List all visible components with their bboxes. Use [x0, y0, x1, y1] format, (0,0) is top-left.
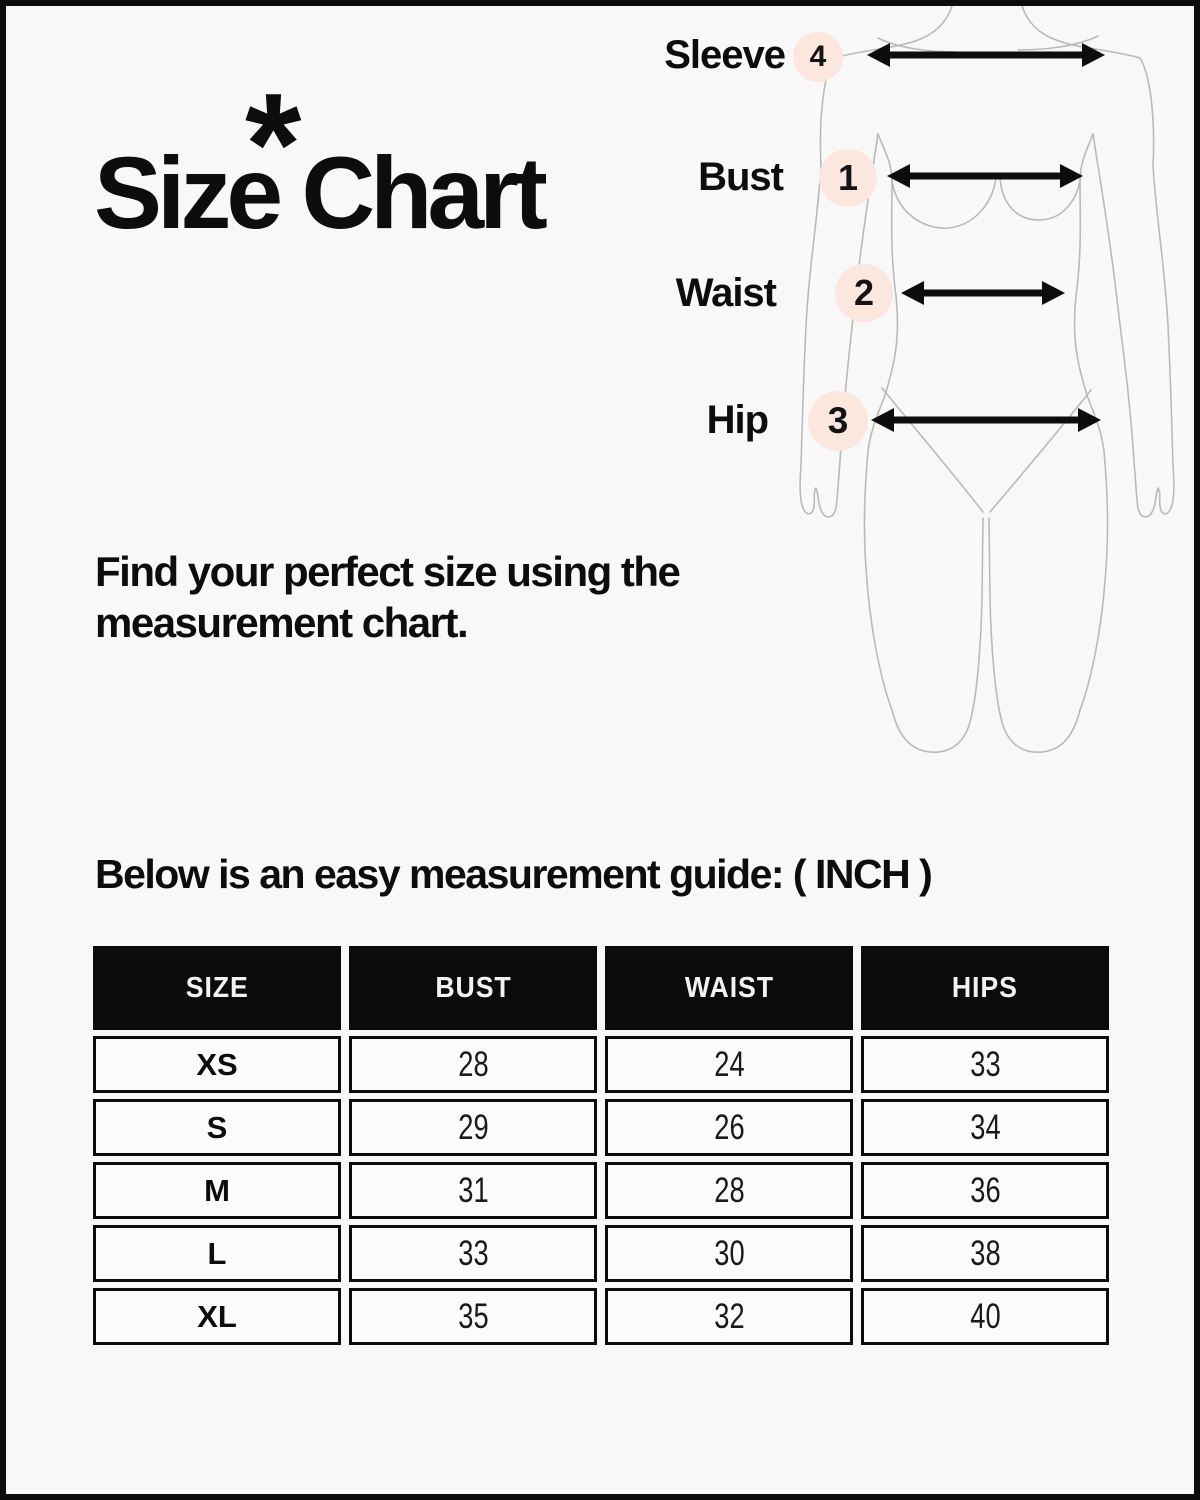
- table-header-bust: BUST: [349, 946, 597, 1030]
- measurement-label-hip: Hip: [706, 398, 769, 442]
- female-body-outline-illustration: [799, 6, 1175, 753]
- measurement-label-bust: Bust: [698, 155, 784, 199]
- table-cell-bust-m: 31: [349, 1162, 597, 1219]
- measurement-badge-3: 3: [808, 391, 868, 451]
- intro-line-2: measurement chart.: [95, 599, 469, 647]
- table-cell-size-xl: XL: [93, 1288, 341, 1345]
- table-cell-waist-l: 30: [605, 1225, 853, 1282]
- table-cell-bust-xl: 35: [349, 1288, 597, 1345]
- table-cell-hips-s: 34: [861, 1099, 1109, 1156]
- figure-arm-right: [1134, 57, 1175, 518]
- table-cell-waist-m: 28: [605, 1162, 853, 1219]
- figure-bust-right: [999, 173, 1082, 221]
- figure-torso-leg-right: [988, 133, 1109, 753]
- table-cell-size-m: M: [93, 1162, 341, 1219]
- table-cell-size-s: S: [93, 1099, 341, 1156]
- measurement-badge-4: 4: [793, 32, 843, 82]
- table-cell-hips-l: 38: [861, 1225, 1109, 1282]
- intro-line-1: Find your perfect size using the: [95, 548, 681, 595]
- measurement-label-waist: Waist: [675, 271, 777, 315]
- table-cell-size-l: L: [93, 1225, 341, 1282]
- figure-arm-left: [799, 57, 840, 518]
- page-title: Size Chart: [94, 136, 548, 250]
- bust-arrow: [887, 164, 1083, 188]
- figure-neck-right: [1021, 6, 1141, 59]
- intro-text: Find your perfect size using the measure…: [95, 546, 795, 648]
- size-table: SIZE BUST WAIST HIPS XS 28 24 33 S 29 26…: [93, 946, 1109, 1345]
- figure-bust-left: [891, 177, 997, 229]
- measurement-badge-1: 1: [819, 149, 877, 207]
- measurement-label-sleeve: Sleeve: [664, 33, 786, 77]
- sleeve-arrow: [867, 43, 1105, 67]
- table-cell-bust-l: 33: [349, 1225, 597, 1282]
- table-cell-size-xs: XS: [93, 1036, 341, 1093]
- figure-torso-leg-left: [863, 133, 984, 753]
- hip-arrow: [871, 408, 1101, 432]
- measurement-badge-2: 2: [835, 264, 893, 322]
- waist-arrow: [901, 281, 1065, 305]
- table-header-waist: WAIST: [605, 946, 853, 1030]
- table-cell-hips-m: 36: [861, 1162, 1109, 1219]
- table-cell-hips-xl: 40: [861, 1288, 1109, 1345]
- table-header-hips: HIPS: [861, 946, 1109, 1030]
- table-cell-bust-xs: 28: [349, 1036, 597, 1093]
- table-cell-bust-s: 29: [349, 1099, 597, 1156]
- table-cell-waist-xl: 32: [605, 1288, 853, 1345]
- table-cell-waist-xs: 24: [605, 1036, 853, 1093]
- figure-neck-left: [833, 6, 953, 59]
- figure-bikini-right: [989, 389, 1092, 513]
- guide-heading: Below is an easy measurement guide: ( IN…: [95, 851, 933, 897]
- figure-bikini-left: [881, 387, 984, 513]
- table-header-size: SIZE: [93, 946, 341, 1030]
- title-asterisk: *: [245, 63, 302, 225]
- table-cell-waist-s: 26: [605, 1099, 853, 1156]
- figure-inner-arm-right: [1092, 133, 1136, 475]
- figure-collarbone-right: [1017, 35, 1099, 51]
- table-cell-hips-xs: 33: [861, 1036, 1109, 1093]
